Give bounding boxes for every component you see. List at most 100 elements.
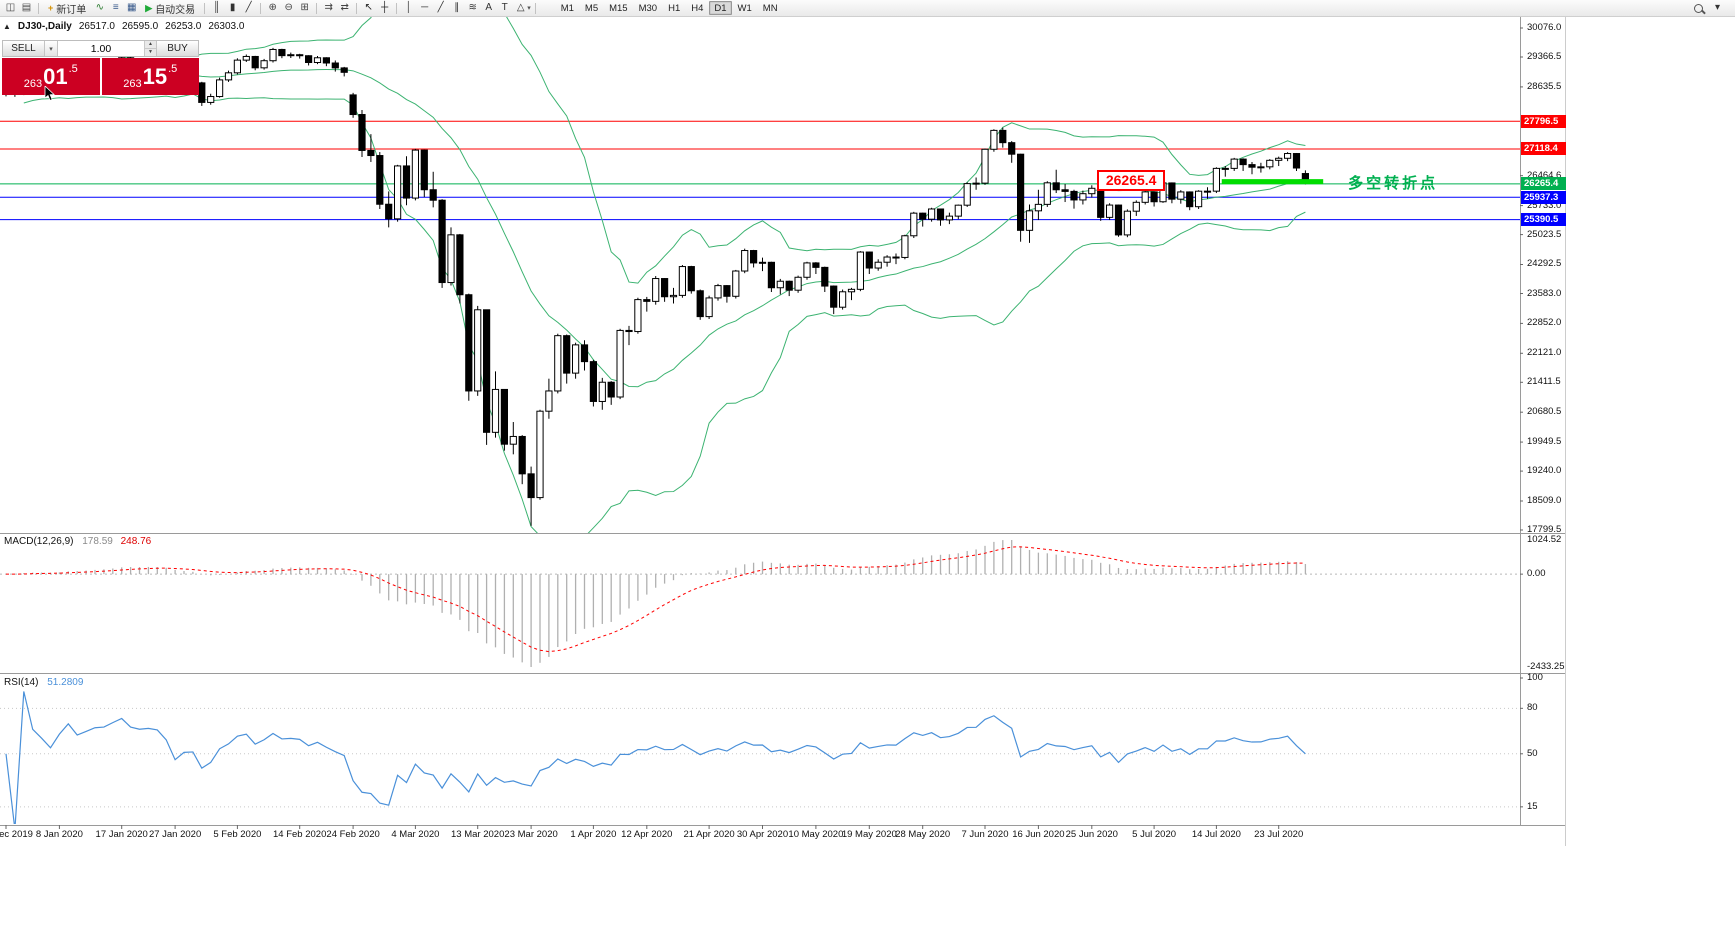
timeframe-m1-button[interactable]: M1 [560,3,574,14]
volume-field-wrap [58,41,144,56]
new-order-button[interactable]: + 新订单 [43,1,91,16]
date-axis-label: 24 Feb 2020 [326,829,380,840]
sell-price-big-digits: 01 [43,63,68,89]
search-icon[interactable] [1694,3,1703,13]
shapes-icon-dropdown[interactable]: ▾ [527,5,531,12]
date-axis-label: 30 Apr 2020 [736,829,789,840]
macd-signal-value: 248.76 [120,536,152,547]
buy-price-big-digits: 15 [142,63,168,89]
zoom-in-icon[interactable]: ⊕ [268,2,277,13]
sell-button[interactable]: SELL [3,41,45,56]
profiles-icon[interactable]: ▤ [21,2,32,13]
date-axis-label: 5 Jul 2020 [1132,829,1177,840]
horizontal-line-icon[interactable]: ─ [421,2,429,13]
buy-button[interactable]: BUY [156,41,198,56]
date-axis-label: 19 May 2020 [841,829,897,840]
line-chart-icon[interactable]: ╱ [245,2,252,13]
volume-increase-button[interactable]: ▲ [145,41,156,49]
date-axis-label: 12 Apr 2020 [621,829,673,840]
date-axis-label: 1 Apr 2020 [570,829,617,840]
one-click-expand-toggle[interactable]: ▲ [3,22,11,31]
toolbar-separator [204,2,206,14]
one-click-controls-row: SELL ▾ ▲ ▼ BUY [2,40,199,57]
timeframe-d1-button[interactable]: D1 [709,1,732,15]
macd-axis-label: -2433.25 [1527,661,1565,672]
crosshair-icon[interactable]: ┼ [381,2,389,13]
timeframe-m30-button[interactable]: M30 [638,3,658,14]
new-chart-icon[interactable]: ◫ [5,2,16,13]
buy-price-fraction: .5 [168,63,178,75]
ohlc-low: 26253.0 [165,21,202,32]
hline-price-badge: 27796.5 [1521,114,1566,128]
date-axis-label: 23 Mar 2020 [504,829,558,840]
chart-shift-icon[interactable]: ⇄ [340,2,349,13]
rsi-panel[interactable] [0,691,1520,829]
timeframe-h4-button[interactable]: H4 [691,3,704,14]
chart-canvas[interactable] [0,16,1566,846]
timeframe-mn-button[interactable]: MN [762,3,778,14]
date-axis-label: 14 Jul 2020 [1191,829,1241,840]
one-click-trading-panel: SELL ▾ ▲ ▼ BUY 263 01 .5 263 15 .5 [2,40,199,95]
turning-point-label[interactable]: 多空转折点 [1348,175,1439,193]
candlestick-chart-icon[interactable]: ▮ [229,2,236,13]
vertical-line-icon[interactable]: │ [405,2,412,13]
timeframe-h1-button[interactable]: H1 [668,3,681,14]
date-axis-label: 17 Jan 2020 [95,829,148,840]
price-axis-label: 28635.5 [1527,80,1562,92]
chart-symbol-period: DJ30-,Daily [17,21,72,32]
zoom-out-icon[interactable]: ⊖ [284,2,293,13]
volume-decrease-button[interactable]: ▼ [145,49,156,56]
timeframe-m15-button[interactable]: M15 [609,3,628,14]
price-axis-label: 19949.5 [1527,436,1562,448]
bar-chart-icon[interactable]: ║ [213,2,221,13]
main-price-panel[interactable] [0,16,1520,544]
timeframe-m5-button[interactable]: M5 [584,3,599,14]
date-axis-label: 30 Dec 2019 [0,829,33,840]
text-label-icon[interactable]: T [501,2,508,13]
price-axis-label: 21411.5 [1527,376,1561,388]
date-axis-label: 7 Jun 2020 [961,829,1009,840]
navigator-icon[interactable]: ▦ [127,2,137,13]
tile-windows-icon[interactable]: ⊞ [300,2,309,13]
price-axis-label: 26464.6 [1527,169,1562,181]
fibonacci-icon[interactable]: ≋ [468,2,477,13]
rsi-value: 51.2809 [47,677,84,688]
date-axis-label: 10 May 2020 [788,829,844,840]
date-axis-label: 23 Jul 2020 [1254,829,1304,840]
autotrading-button[interactable]: ▶ 自动交易 [140,1,200,16]
hline-price-badge: 25390.5 [1521,213,1566,227]
timeframe-toolbar: M1 M5 M15 M30 H1 H4 D1 W1 MN [556,1,783,15]
new-order-button-label: 新订单 [56,4,87,16]
rsi-line [5,691,1306,824]
toolbar-options-icon[interactable]: ▾ [1714,2,1721,13]
bollinger-lower-band [23,93,1306,533]
trendline-icon[interactable]: ╱ [437,2,444,13]
one-click-price-row: 263 01 .5 263 15 .5 [2,58,199,95]
hline-price-badge: 27118.4 [1521,142,1566,156]
toolbar-separator [260,2,262,14]
hline-price-badge: 25937.3 [1521,190,1566,204]
macd-panel[interactable] [0,540,1520,667]
sell-price-button[interactable]: 263 01 .5 [2,58,100,95]
volume-input[interactable] [58,41,144,56]
rsi-title: RSI(14) [4,677,39,688]
macd-histogram [14,540,1307,667]
macd-main-value: 178.59 [82,536,113,547]
date-axis-label: 8 Jan 2020 [35,829,83,840]
price-annotation-box[interactable]: 26265.4 [1096,170,1166,192]
channel-icon[interactable]: ∥ [454,2,460,13]
indicators-icon[interactable]: ∿ [95,2,104,13]
date-axis-label: 16 Jun 2020 [1012,829,1065,840]
text-icon[interactable]: A [485,2,493,13]
buy-price-button[interactable]: 263 15 .5 [101,58,199,95]
cursor-icon[interactable]: ↖ [364,2,373,13]
date-axis-label: 13 Mar 2020 [451,829,505,840]
market-watch-icon[interactable]: ≡ [112,2,119,13]
ohlc-open: 26517.0 [78,21,115,32]
volume-spinner: ▲ ▼ [144,41,156,56]
shapes-icon[interactable]: △ [516,2,525,13]
timeframe-w1-button[interactable]: W1 [737,3,752,14]
order-options-dropdown[interactable]: ▾ [45,41,58,56]
auto-scroll-icon[interactable]: ⇉ [324,2,333,13]
